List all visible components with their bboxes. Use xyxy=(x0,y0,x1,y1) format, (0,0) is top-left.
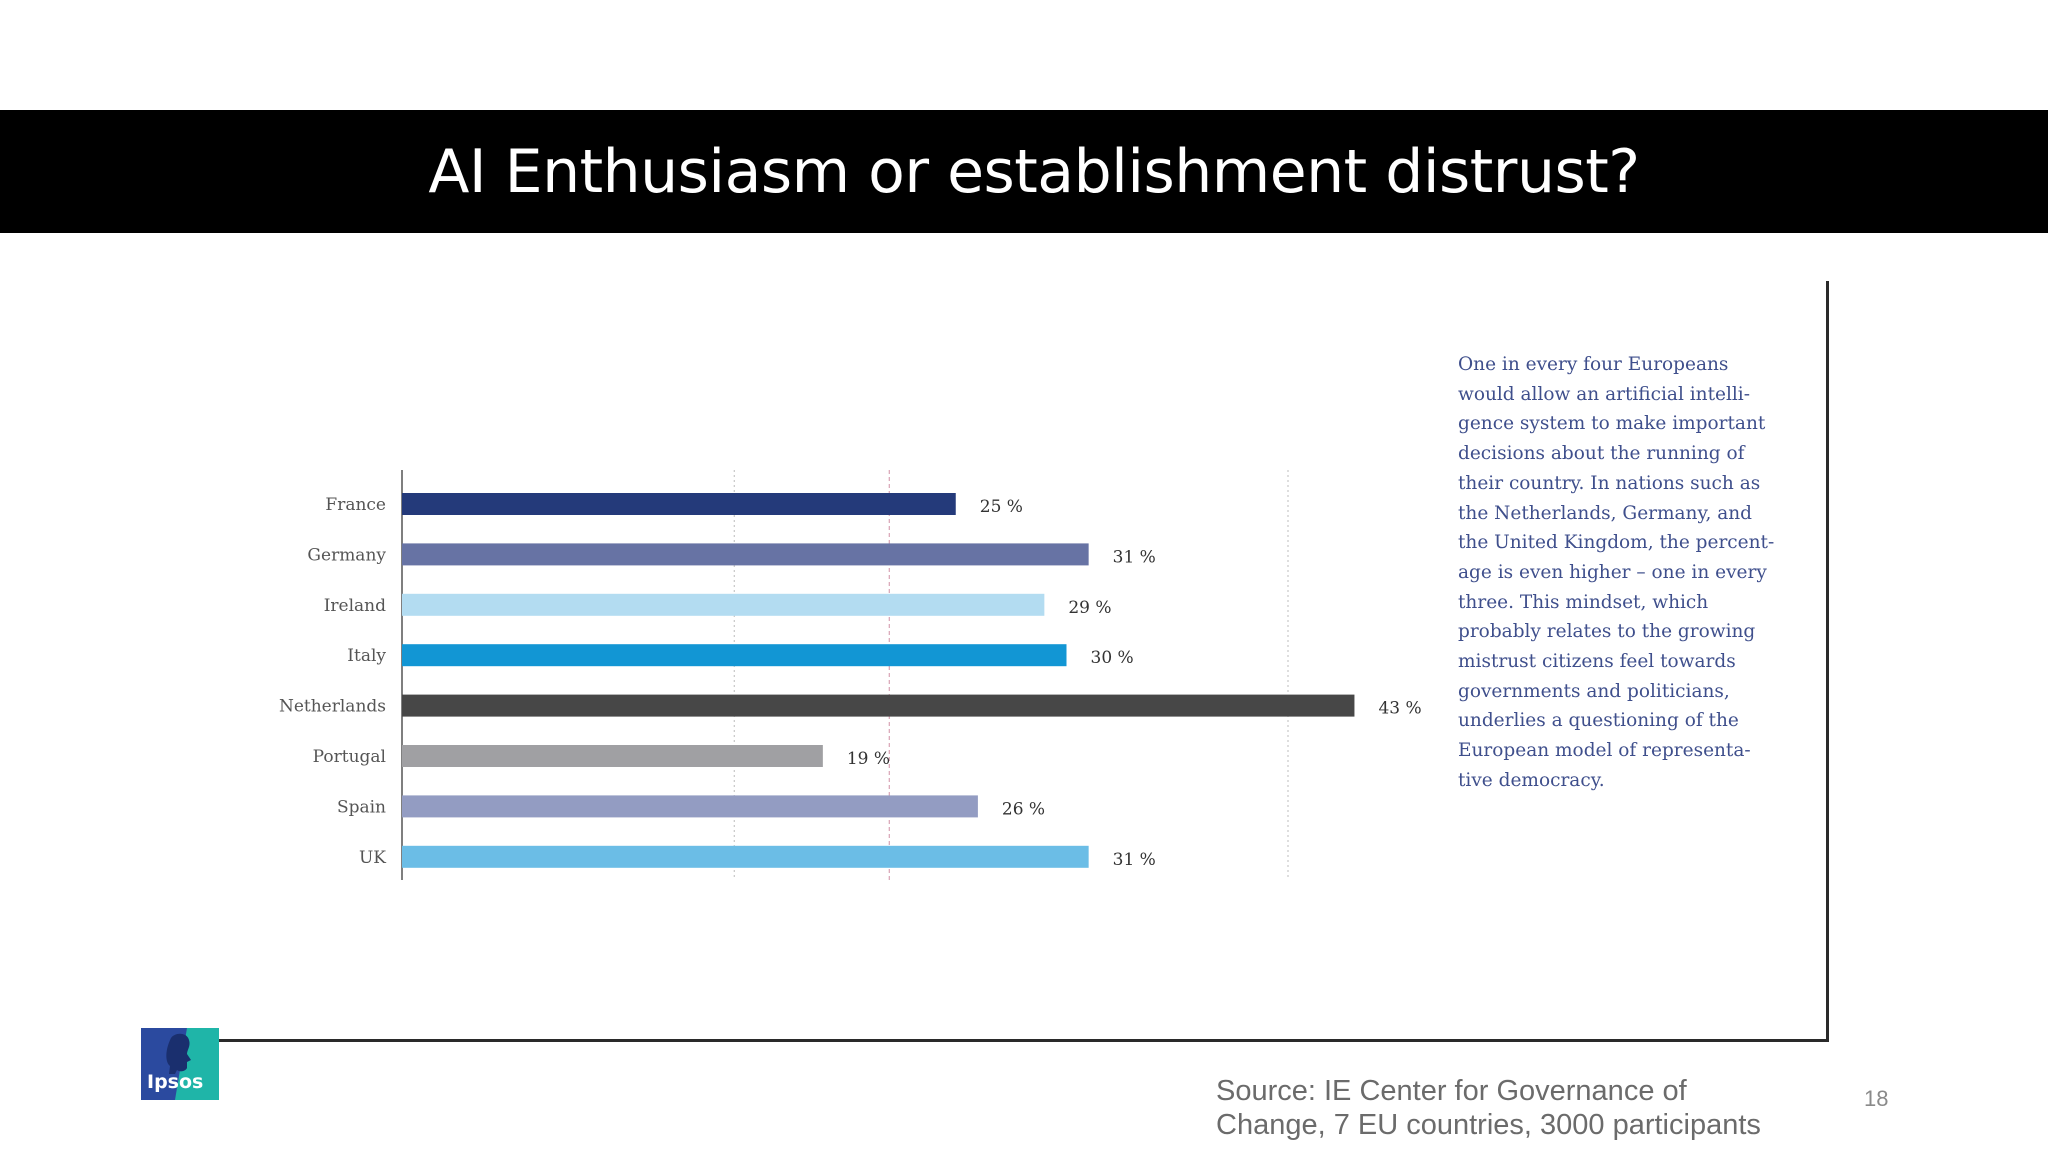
annotation-text: One in every four Europeans would allow a… xyxy=(1458,350,1778,796)
chart-gridlines xyxy=(733,470,1289,880)
value-label-italy: 30 % xyxy=(1091,648,1134,668)
title-bar: AI Enthusiasm or establishment distrust? xyxy=(0,110,2048,233)
category-labels: France Germany Ireland Italy Netherlands Port… xyxy=(279,495,386,868)
category-label-germany: Germany xyxy=(307,545,386,565)
ipsos-logo-icon: Ipsos xyxy=(141,1028,219,1100)
annotation-line: the United Kingdom, the percent- xyxy=(1458,532,1775,554)
annotation-line: mistrust citizens feel towards xyxy=(1458,651,1736,673)
annotation-line: age is even higher – one in every xyxy=(1458,561,1767,583)
bar-uk xyxy=(402,845,1089,868)
annotation-line: three. This mindset, which xyxy=(1458,591,1709,613)
annotation-line: gence system to make important xyxy=(1458,413,1766,435)
source-line: Change, 7 EU countries, 3000 participant… xyxy=(1216,1109,1761,1141)
bar-france xyxy=(402,493,956,515)
source-note: Source: IE Center for Governance of Chang… xyxy=(1216,1074,1816,1142)
page-number: 18 xyxy=(1864,1086,1889,1111)
bar-ireland xyxy=(402,593,1045,616)
value-label-uk: 31 % xyxy=(1113,850,1156,870)
annotation-line: tive democracy. xyxy=(1458,769,1605,791)
value-label-germany: 31 % xyxy=(1113,547,1156,567)
frame-right-border xyxy=(1826,281,1829,1042)
slide-title: AI Enthusiasm or establishment distrust? xyxy=(428,136,1640,207)
ipsos-logo: Ipsos xyxy=(141,1028,219,1100)
category-label-spain: Spain xyxy=(337,797,386,817)
annotation-line: governments and politicians, xyxy=(1458,680,1730,702)
value-label-spain: 26 % xyxy=(1002,799,1045,819)
category-label-france: France xyxy=(325,495,386,515)
category-label-italy: Italy xyxy=(347,646,386,666)
svg-text:Ipsos: Ipsos xyxy=(147,1071,203,1093)
annotation-line: underlies a questioning of the xyxy=(1458,710,1739,732)
source-line: Source: IE Center for Governance of xyxy=(1216,1075,1687,1107)
category-label-portugal: Portugal xyxy=(313,747,386,767)
annotation-line: One in every four Europeans xyxy=(1458,354,1729,375)
value-label-ireland: 29 % xyxy=(1068,598,1111,618)
annotation-line: probably relates to the growing xyxy=(1458,621,1756,643)
bar-spain xyxy=(402,795,978,818)
annotation-line: the Netherlands, Germany, and xyxy=(1458,502,1753,524)
annotation-line: European model of representa- xyxy=(1458,740,1751,762)
bar-germany xyxy=(402,543,1089,566)
category-label-uk: UK xyxy=(359,848,386,868)
frame-bottom-border xyxy=(218,1039,1829,1042)
bar-netherlands xyxy=(402,694,1355,717)
bar-portugal xyxy=(402,745,823,767)
category-label-netherlands: Netherlands xyxy=(279,697,386,717)
bar-italy xyxy=(402,644,1067,667)
value-labels: 25 % 31 % 29 % 30 % 43 % 19 % 26 % 31 % xyxy=(847,497,1422,870)
chart-bars xyxy=(402,493,1355,868)
annotation-line: decisions about the running of xyxy=(1458,443,1745,465)
annotation-line: their country. In nations such as xyxy=(1458,472,1761,494)
annotation-line: would allow an artificial intelli- xyxy=(1458,383,1750,405)
value-label-portugal: 19 % xyxy=(847,749,890,769)
value-label-france: 25 % xyxy=(980,497,1023,517)
category-label-ireland: Ireland xyxy=(324,596,386,616)
value-label-netherlands: 43 % xyxy=(1378,699,1421,719)
